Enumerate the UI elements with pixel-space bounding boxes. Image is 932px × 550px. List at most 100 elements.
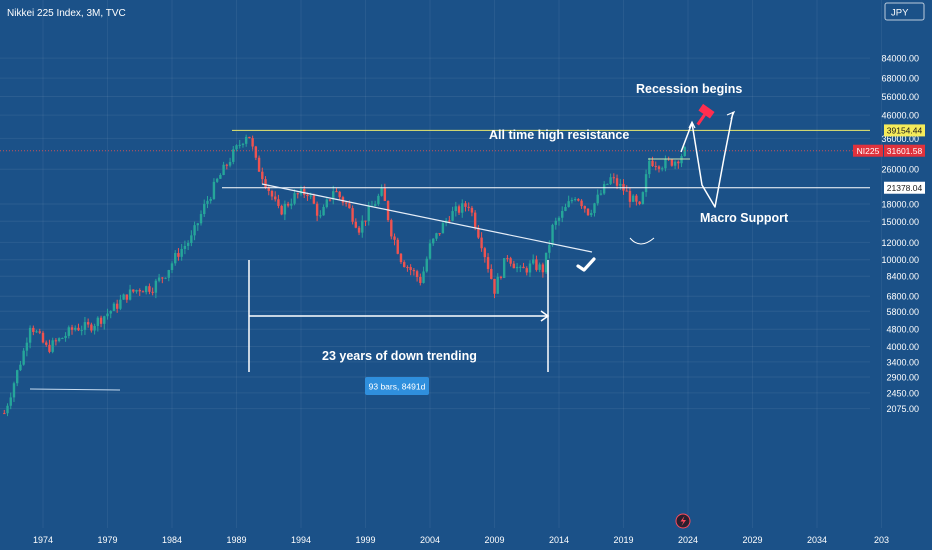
candle-down — [225, 164, 229, 166]
y-tick-label: 2450.00 — [886, 388, 919, 398]
candle-up — [157, 277, 161, 281]
bars-measure-label: 93 bars, 8491d — [369, 382, 426, 392]
candle-up — [538, 264, 541, 270]
candle-up — [232, 149, 235, 162]
candle-down — [344, 202, 348, 204]
candle-down — [522, 266, 525, 269]
y-tick-label: 36000.00 — [881, 134, 919, 144]
x-tick-label: 2019 — [613, 535, 633, 545]
candle-up — [361, 220, 364, 233]
candle-up — [22, 350, 25, 365]
x-tick-label: 2014 — [549, 535, 569, 545]
candle-up — [61, 338, 64, 340]
symbol-tag — [853, 144, 883, 157]
candle-up — [554, 220, 557, 225]
candle-down — [457, 206, 461, 213]
candle-up — [496, 276, 499, 294]
candle-up — [551, 224, 554, 245]
price-tags: 39154.44 NI225 31601.58 21378.04 — [853, 124, 925, 194]
candle-up — [12, 383, 16, 398]
candle-up — [293, 193, 296, 204]
candle-up — [377, 195, 380, 205]
y-tick-label: 12000.00 — [881, 238, 919, 248]
candle-down — [48, 344, 51, 352]
candle-down — [351, 208, 354, 222]
candle-down — [412, 270, 416, 272]
time-axis[interactable]: 1974 1979 1984 1989 1994 1999 2004 2009 2014 2019… — [33, 535, 889, 545]
candle-up — [596, 194, 599, 204]
candle-up — [199, 214, 203, 224]
candle-up — [28, 327, 32, 343]
projection-peak-tick — [688, 120, 696, 129]
candle-up — [325, 199, 328, 207]
candle-up — [573, 199, 577, 201]
candle-up — [106, 313, 109, 317]
y-tick-label: 5800.00 — [886, 307, 919, 317]
candle-down — [138, 290, 141, 292]
drawings — [0, 103, 870, 391]
candle-down — [486, 257, 490, 269]
replay-icon[interactable] — [675, 513, 691, 529]
candle-down — [638, 201, 641, 205]
candle-down — [270, 191, 274, 197]
candle-down — [493, 278, 496, 294]
candle-up — [135, 290, 138, 292]
down-trend-label: 23 years of down trending — [322, 349, 477, 363]
x-tick-label: 1989 — [226, 535, 246, 545]
candle-up — [96, 317, 100, 326]
candle-up — [515, 266, 519, 269]
candle-down — [403, 262, 406, 268]
symbol-title: Nikkei 225 Index, 3M, TVC — [7, 8, 126, 19]
candle-up — [648, 160, 651, 175]
x-tick-label: 203 — [874, 535, 889, 545]
candle-up — [186, 242, 190, 246]
candle-up — [83, 322, 87, 330]
candle-down — [438, 233, 441, 235]
candle-down — [115, 303, 119, 309]
candle-up — [561, 210, 564, 218]
candle-down — [499, 276, 503, 278]
currency-button[interactable]: JPY — [884, 2, 925, 21]
candle-down — [364, 220, 367, 222]
candle-up — [57, 338, 61, 342]
y-tick-label: 56000.00 — [881, 92, 919, 102]
x-tick-label: 2009 — [484, 535, 504, 545]
candle-down — [483, 248, 487, 258]
candle-up — [609, 177, 612, 184]
price-axis[interactable]: 84000.00 68000.00 56000.00 46000.00 36000.00… — [881, 54, 919, 415]
candle-down — [654, 166, 657, 168]
candle-up — [661, 168, 664, 170]
candle-up — [80, 329, 83, 331]
x-tick-label: 1994 — [291, 535, 311, 545]
candle-up — [599, 193, 603, 195]
candle-up — [631, 195, 635, 202]
candle-down — [45, 342, 48, 345]
candle-up — [557, 217, 561, 221]
candle-down — [470, 207, 474, 213]
bars-measure-badge: 93 bars, 8491d — [365, 377, 429, 395]
candle-up — [119, 299, 122, 309]
y-tick-label: 10000.00 — [881, 255, 919, 265]
candle-up — [6, 405, 9, 414]
candle-down — [577, 199, 580, 201]
candle-up — [502, 258, 506, 278]
candle-down — [464, 203, 467, 207]
candle-down — [90, 324, 93, 331]
candle-up — [241, 143, 245, 145]
candle-up — [190, 235, 193, 243]
x-tick-label: 1979 — [97, 535, 117, 545]
candle-down — [670, 159, 674, 166]
candle-down — [132, 289, 135, 292]
candle-down — [257, 157, 261, 172]
candle-up — [319, 215, 322, 217]
candle-down — [477, 227, 480, 238]
candle-up — [564, 206, 567, 211]
candle-up — [203, 203, 206, 215]
y-tick-label: 8400.00 — [886, 272, 919, 282]
price-tag — [884, 144, 925, 157]
candle-up — [567, 201, 570, 207]
candle-up — [422, 271, 425, 283]
candle-down — [125, 294, 129, 300]
